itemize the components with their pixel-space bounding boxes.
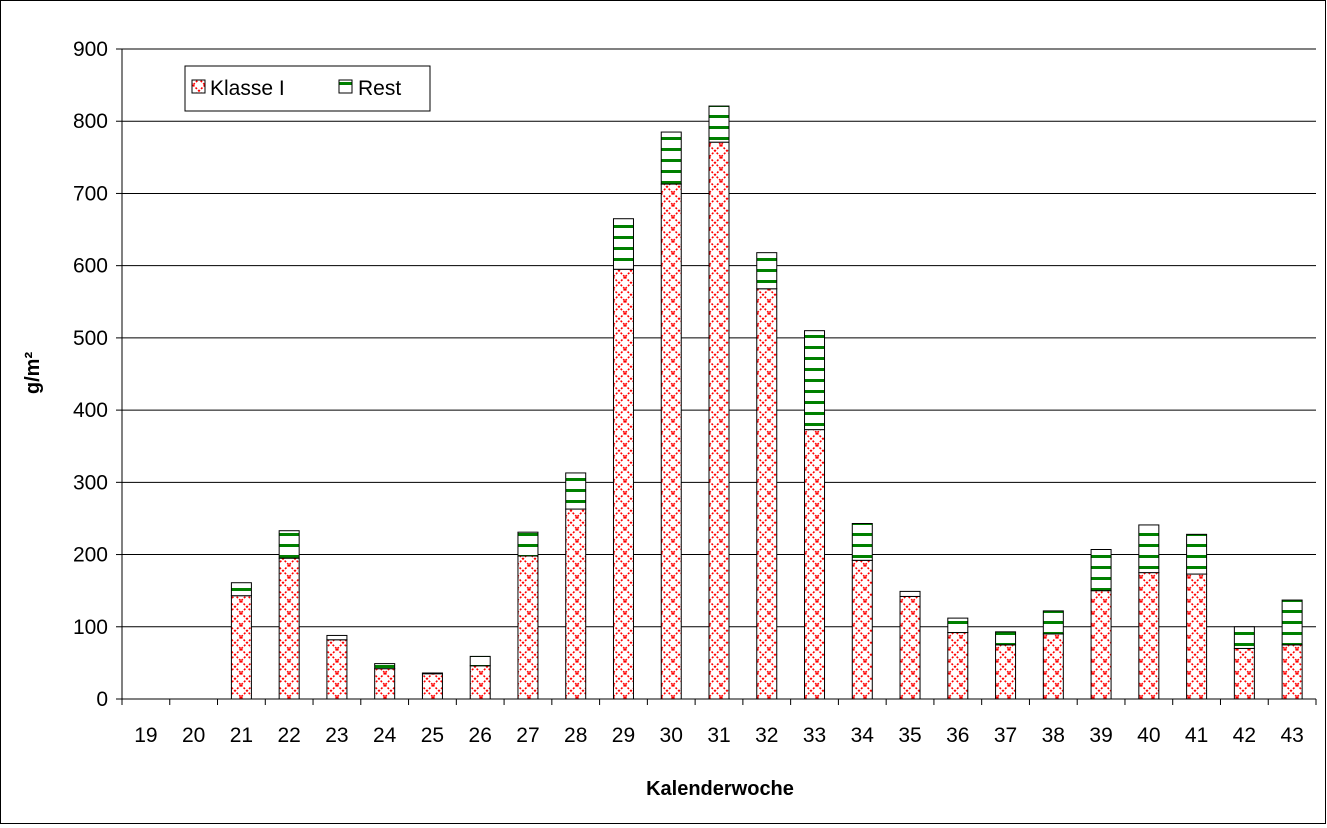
x-tick-label: 27	[516, 724, 539, 747]
bar-rest	[899, 590, 921, 597]
y-tick-label: 700	[73, 182, 108, 205]
bar-klasse-i	[995, 644, 1017, 700]
x-tick-label: 32	[755, 724, 778, 747]
legend-box	[184, 65, 431, 112]
bar-rest	[230, 582, 252, 597]
bar-rest	[756, 252, 778, 290]
bars	[230, 105, 1303, 700]
x-tick-label: 33	[803, 724, 826, 747]
x-tick-label: 31	[707, 724, 730, 747]
y-tick-label: 500	[73, 327, 108, 350]
x-tick-label: 26	[469, 724, 492, 747]
bar-klasse-i	[1233, 647, 1255, 700]
x-tick-label: 37	[994, 724, 1017, 747]
x-tick-label: 34	[851, 724, 875, 747]
bar-klasse-i	[517, 555, 539, 700]
bar-rest	[565, 472, 587, 510]
y-axis-title: g/m²	[22, 352, 44, 395]
bar-rest	[612, 218, 634, 270]
bar-klasse-i	[469, 665, 491, 700]
x-tick-label: 39	[1089, 724, 1112, 747]
bar-klasse-i	[1138, 572, 1160, 700]
bar-klasse-i	[612, 268, 634, 700]
bar-rest	[469, 655, 491, 667]
x-tick-label: 42	[1233, 724, 1256, 747]
legend-swatch-klasse-i	[191, 79, 206, 94]
x-tick-label: 30	[660, 724, 683, 747]
axes	[121, 49, 1316, 700]
x-tick-label: 43	[1280, 724, 1303, 747]
bar-klasse-i	[374, 668, 396, 700]
x-tick-label: 22	[277, 724, 300, 747]
bar-rest	[326, 634, 348, 641]
y-tick-label: 800	[73, 110, 108, 133]
bar-klasse-i	[947, 632, 969, 700]
bar-rest	[708, 105, 730, 143]
x-tick-label: 35	[898, 724, 921, 747]
bar-klasse-i	[756, 288, 778, 700]
y-axis-ticks: 0 100 200 300 400 500 600 700 800 900	[73, 38, 122, 711]
bar-rest	[804, 330, 826, 431]
bar-rest	[374, 663, 396, 670]
x-tick-label: 38	[1042, 724, 1065, 747]
x-tick-label: 21	[230, 724, 253, 747]
x-tick-label: 29	[612, 724, 635, 747]
bar-klasse-i	[1281, 644, 1303, 700]
bar-rest	[1042, 610, 1064, 635]
bar-klasse-i	[1186, 573, 1208, 700]
bar-rest	[1138, 524, 1160, 574]
bar-rest	[1281, 599, 1303, 646]
x-tick-label: 40	[1137, 724, 1160, 747]
bar-klasse-i	[1042, 633, 1064, 700]
legend: Klasse I Rest	[184, 65, 431, 112]
y-tick-label: 300	[73, 471, 108, 494]
bar-rest	[851, 523, 873, 561]
x-tick-label: 19	[134, 724, 157, 747]
bar-klasse-i	[326, 639, 348, 700]
bar-rest	[278, 530, 300, 559]
bar-klasse-i	[851, 559, 873, 700]
bar-klasse-i	[899, 595, 921, 700]
bar-klasse-i	[230, 595, 252, 700]
bar-klasse-i	[804, 429, 826, 700]
bar-rest	[1090, 549, 1112, 592]
legend-label-rest: Rest	[358, 77, 401, 100]
bar-rest	[421, 672, 443, 675]
x-tick-label: 36	[946, 724, 969, 747]
bar-rest	[995, 631, 1017, 646]
bar-klasse-i	[1090, 590, 1112, 700]
y-tick-label: 600	[73, 255, 108, 278]
x-tick-label: 28	[564, 724, 587, 747]
bar-rest	[1186, 533, 1208, 575]
y-tick-label: 0	[96, 688, 108, 711]
bar-rest	[1233, 626, 1255, 649]
x-tick-label: 41	[1185, 724, 1208, 747]
bar-klasse-i	[565, 508, 587, 700]
bar-rest	[517, 531, 539, 557]
bar-klasse-i	[421, 673, 443, 700]
legend-swatch-rest	[338, 79, 353, 94]
y-tick-label: 200	[73, 544, 108, 567]
legend-label-klasse-i: Klasse I	[210, 77, 285, 100]
x-axis-title: Kalenderwoche	[646, 778, 794, 800]
bar-klasse-i	[708, 141, 730, 700]
x-tick-label: 23	[325, 724, 348, 747]
y-tick-label: 900	[73, 38, 108, 61]
y-tick-label: 400	[73, 399, 108, 422]
x-tick-label: 24	[373, 724, 397, 747]
bar-klasse-i	[660, 183, 682, 700]
bar-klasse-i	[278, 557, 300, 700]
bar-rest	[660, 131, 682, 185]
x-tick-label: 25	[421, 724, 444, 747]
y-tick-label: 100	[73, 616, 108, 639]
x-tick-label: 20	[182, 724, 205, 747]
x-axis-ticks: 19 20 21 22 23 24 25 26 27 28 29 30 31 32 33 34 35 36 37 38…	[121, 699, 1317, 747]
bar-rest	[947, 617, 969, 634]
